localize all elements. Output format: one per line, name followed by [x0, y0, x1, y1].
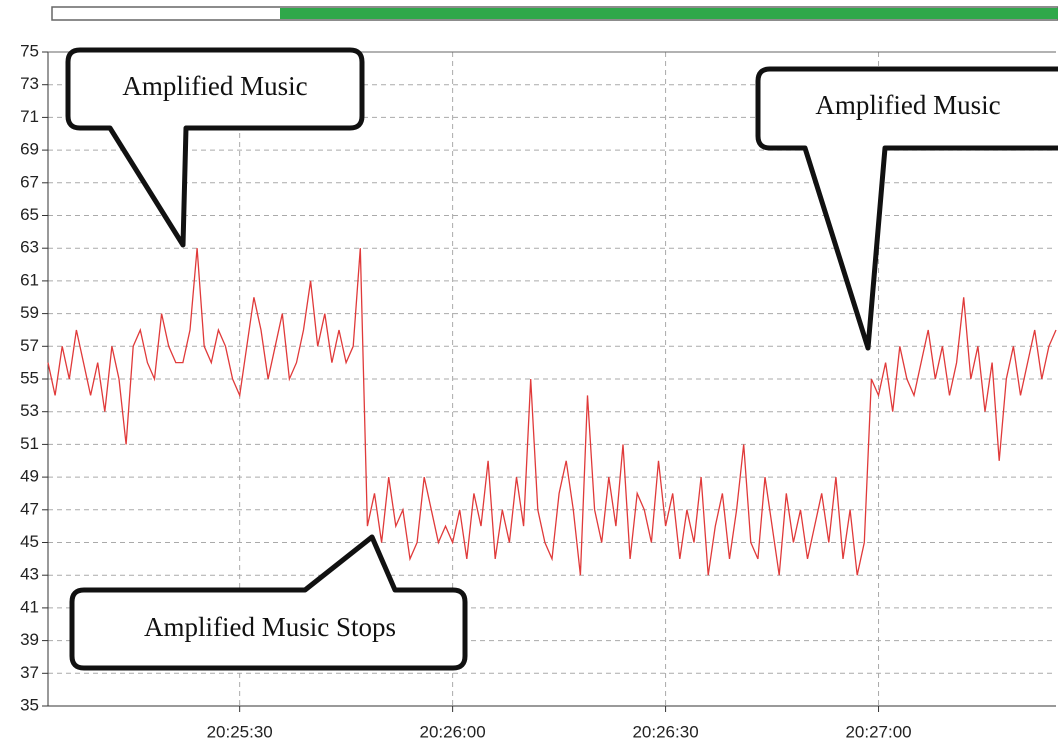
y-tick-label: 45 [20, 532, 39, 551]
y-tick-label: 43 [20, 565, 39, 584]
y-tick-label: 41 [20, 597, 39, 616]
callout-box [65, 47, 365, 248]
y-tick-label: 67 [20, 172, 39, 191]
x-tick-label: 20:27:00 [845, 722, 911, 741]
annotation: Amplified Music [122, 71, 307, 101]
y-tick-label: 75 [20, 41, 39, 60]
x-tick-label: 20:26:00 [420, 722, 486, 741]
y-tick-label: 51 [20, 434, 39, 453]
annotation: Amplified Music Stops [144, 612, 396, 642]
y-tick-label: 63 [20, 238, 39, 257]
y-tick-label: 65 [20, 205, 39, 224]
y-tick-label: 71 [20, 107, 39, 126]
y-tick-label: 59 [20, 303, 39, 322]
y-tick-label: 39 [20, 630, 39, 649]
callout-box [755, 66, 1058, 351]
callout-box [69, 534, 468, 671]
x-tick-label: 20:26:30 [632, 722, 698, 741]
y-tick-label: 69 [20, 140, 39, 159]
x-tick-label: 20:25:30 [207, 722, 273, 741]
y-tick-label: 57 [20, 336, 39, 355]
y-tick-label: 73 [20, 74, 39, 93]
y-tick-label: 61 [20, 270, 39, 289]
y-tick-label: 49 [20, 467, 39, 486]
progress-fill [280, 8, 1058, 19]
y-tick-label: 37 [20, 663, 39, 682]
annotation: Amplified Music [815, 90, 1000, 120]
data-line [47, 248, 1057, 576]
y-tick-label: 35 [20, 695, 39, 714]
y-tick-label: 53 [20, 401, 39, 420]
y-tick-label: 55 [20, 368, 39, 387]
y-tick-label: 47 [20, 499, 39, 518]
